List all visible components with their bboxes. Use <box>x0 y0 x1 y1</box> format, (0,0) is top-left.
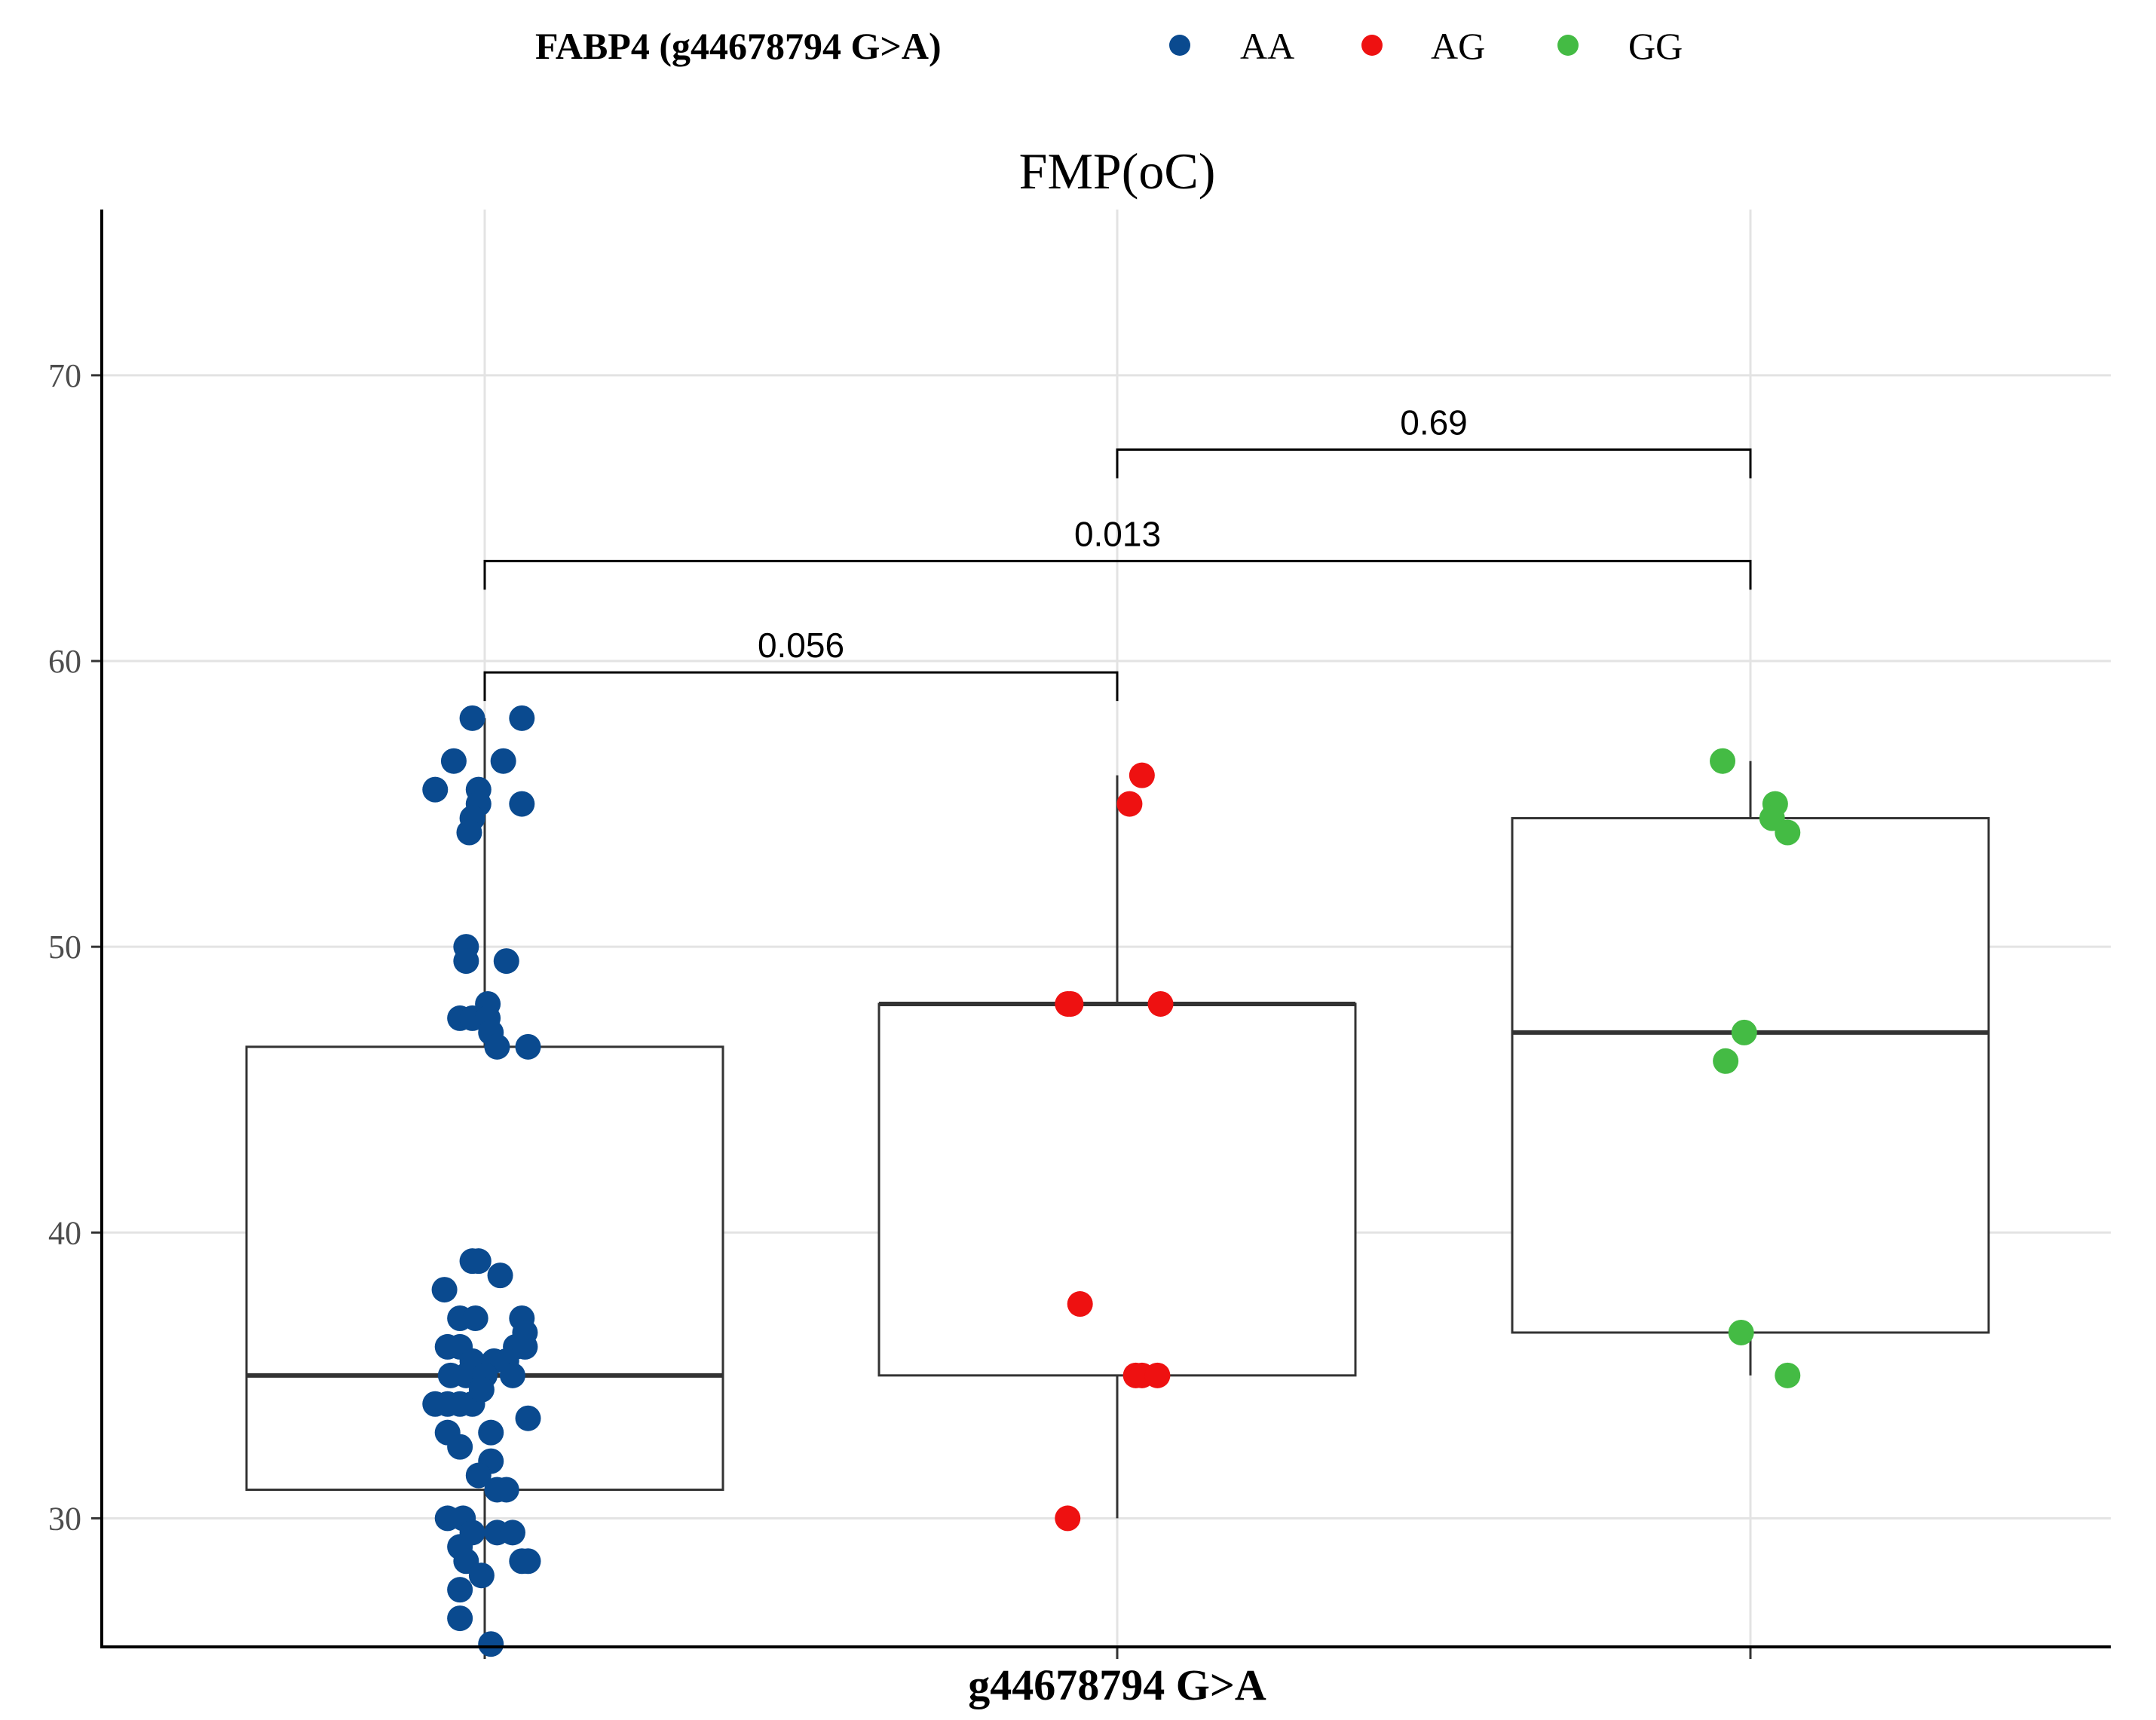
y-axis-ticks: 30 40 50 60 70 <box>48 357 102 1537</box>
series-AG <box>1055 762 1174 1532</box>
data-point <box>447 1605 473 1632</box>
data-point <box>1144 1362 1171 1388</box>
data-point <box>462 1305 488 1332</box>
data-point <box>1116 791 1143 817</box>
data-point <box>1129 762 1155 788</box>
series-GG <box>1710 748 1801 1388</box>
data-point <box>487 1262 513 1289</box>
boxplots <box>245 718 1990 1647</box>
y-tick-label: 40 <box>48 1214 81 1251</box>
data-point <box>1728 1319 1754 1345</box>
box-GG <box>1511 761 1990 1376</box>
bracket-line <box>483 671 1119 702</box>
data-point <box>447 1434 473 1460</box>
data-point <box>447 1577 473 1603</box>
data-point <box>509 791 535 817</box>
data-point <box>1710 748 1736 774</box>
data-point <box>459 705 485 731</box>
data-point <box>1713 1048 1739 1074</box>
data-point <box>1058 990 1084 1017</box>
axes <box>100 210 2111 1648</box>
data-point <box>431 1277 458 1303</box>
data-point <box>465 1462 492 1489</box>
legend-label-ag: AG <box>1431 25 1485 67</box>
bracket-AA-AG: 0.056 <box>483 626 1119 702</box>
data-point <box>456 819 482 846</box>
bracket-AG-GG: 0.69 <box>1116 402 1752 479</box>
legend-label-aa: AA <box>1240 25 1294 67</box>
data-point <box>440 748 467 774</box>
significance-brackets: 0.056 0.013 0.69 <box>483 402 1752 702</box>
bracket-line <box>1116 448 1752 479</box>
legend-label-gg: GG <box>1628 25 1683 67</box>
data-point <box>465 1248 492 1275</box>
legend-key-ag <box>1361 35 1383 56</box>
data-point <box>422 776 449 803</box>
series-AA <box>422 705 541 1657</box>
legend-title: FABP4 (g44678794 G>A) <box>535 25 942 67</box>
y-tick-label: 50 <box>48 929 81 966</box>
data-point <box>1147 990 1174 1017</box>
bracket-line <box>483 559 1752 590</box>
box-AG <box>877 775 1357 1519</box>
chart-title: FMP(oC) <box>1019 142 1216 200</box>
data-point <box>493 1477 519 1503</box>
data-point <box>468 1376 495 1403</box>
data-point <box>515 1033 541 1060</box>
y-tick-label: 60 <box>48 643 81 680</box>
data-points <box>422 705 1801 1657</box>
data-point <box>1055 1505 1081 1532</box>
data-point <box>515 1405 541 1431</box>
data-point <box>478 1419 504 1446</box>
data-point <box>1775 1362 1801 1388</box>
p-value-label: 0.056 <box>758 626 844 665</box>
data-point <box>453 948 479 975</box>
data-point <box>512 1333 538 1360</box>
p-value-label: 0.013 <box>1074 514 1161 553</box>
p-value-label: 0.69 <box>1400 402 1468 442</box>
data-point <box>1067 1291 1093 1318</box>
x-axis-title: g44678794 G>A <box>968 1660 1266 1709</box>
data-point <box>493 948 519 975</box>
data-point <box>515 1548 541 1575</box>
legend-key-gg <box>1557 35 1579 56</box>
box-body <box>877 1002 1357 1377</box>
data-point <box>1731 1019 1757 1045</box>
legend-key-aa <box>1169 35 1190 56</box>
box-AA <box>245 718 724 1647</box>
data-point <box>468 1562 495 1589</box>
data-point <box>1775 819 1801 846</box>
data-point <box>478 1631 504 1657</box>
legend: FABP4 (g44678794 G>A) AA AG GG <box>535 25 1683 67</box>
box-body <box>1511 817 1990 1334</box>
data-point <box>490 748 516 774</box>
y-tick-label: 70 <box>48 357 81 394</box>
data-point <box>509 705 535 731</box>
y-tick-label: 30 <box>48 1500 81 1537</box>
data-point <box>484 1033 510 1060</box>
data-point <box>499 1362 525 1388</box>
bracket-AA-GG: 0.013 <box>483 514 1752 590</box>
data-point <box>499 1520 525 1546</box>
